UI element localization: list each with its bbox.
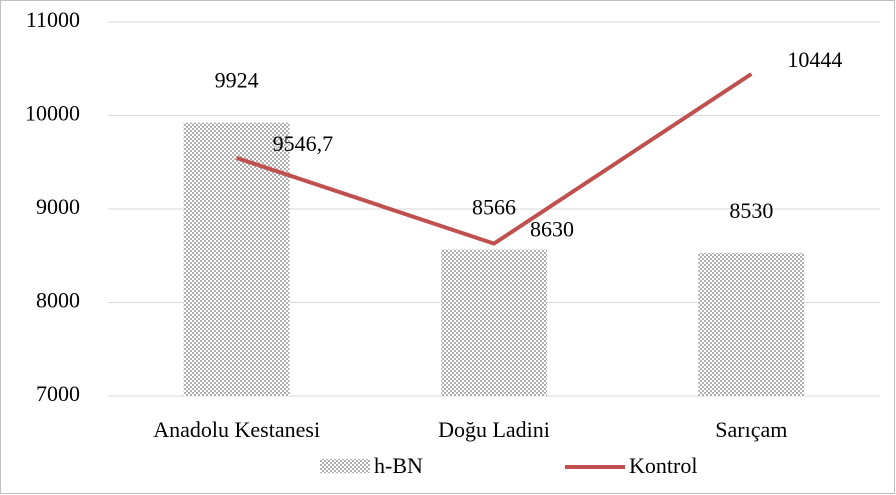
bar (183, 122, 290, 396)
x-tick-label: Sarıçam (715, 417, 787, 442)
x-tick-label: Anadolu Kestanesi (153, 417, 320, 442)
line-value-label: 8630 (530, 217, 574, 242)
x-tick-label: Doğu Ladini (438, 417, 550, 442)
bar-value-label: 8566 (472, 195, 516, 220)
bar (441, 249, 547, 396)
line-value-label: 9546,7 (273, 131, 334, 156)
bar-value-label: 8530 (729, 198, 773, 223)
legend-swatch (320, 459, 370, 473)
legend-label: h-BN (374, 453, 423, 478)
y-tick-label: 9000 (36, 194, 80, 219)
bar-value-label: 9924 (215, 68, 259, 93)
line-series (236, 72, 753, 246)
y-tick-label: 10000 (25, 101, 80, 126)
y-tick-label: 8000 (36, 288, 80, 313)
y-tick-label: 7000 (36, 381, 80, 406)
y-tick-label: 11000 (26, 7, 80, 32)
legend-label: Kontrol (629, 453, 697, 478)
line-value-label: 10444 (787, 47, 842, 72)
bar (698, 252, 805, 396)
